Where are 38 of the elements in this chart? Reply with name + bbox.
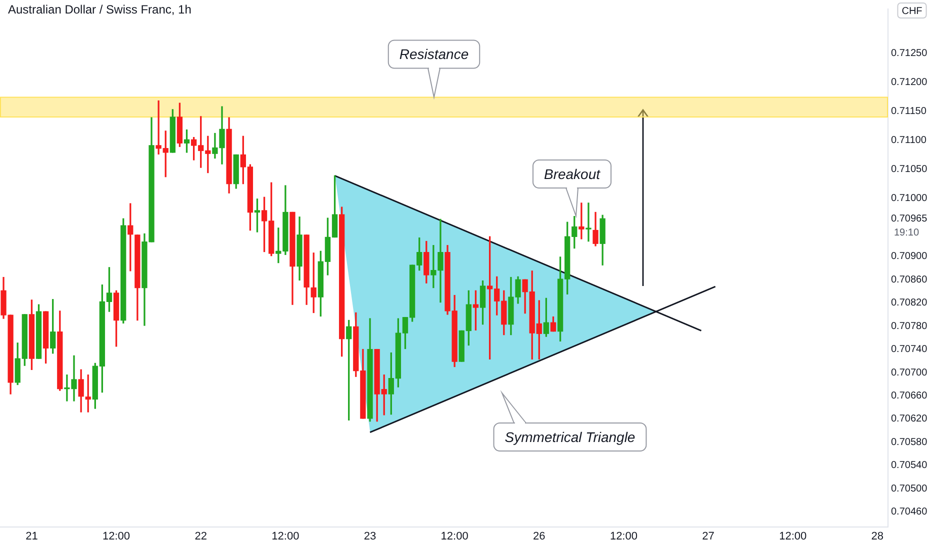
y-tick-label: 0.70965 bbox=[891, 213, 928, 224]
y-tick-label: 0.70900 bbox=[891, 251, 928, 262]
candlestick bbox=[578, 202, 584, 240]
y-tick-label: 0.70820 bbox=[891, 298, 928, 309]
chart-title: Australian Dollar / Swiss Franc, 1h bbox=[8, 2, 192, 16]
y-tick-label: 0.70660 bbox=[891, 390, 928, 402]
y-tick-label: 0.70780 bbox=[891, 320, 928, 332]
y-tick-label: 0.70500 bbox=[891, 483, 928, 494]
y-tick-label: 0.70860 bbox=[891, 274, 928, 286]
y-tick-label: 0.71250 bbox=[891, 48, 928, 59]
x-tick-label: 26 bbox=[533, 530, 546, 543]
y-tick-label: 0.70460 bbox=[891, 506, 928, 518]
x-tick-label: 28 bbox=[871, 530, 884, 543]
annotation: Breakout bbox=[544, 166, 602, 182]
y-tick-label: 0.71200 bbox=[891, 76, 928, 88]
y-tick-label: 0.70620 bbox=[891, 414, 928, 425]
x-tick-label: 21 bbox=[26, 530, 38, 543]
x-tick-label: 12:00 bbox=[272, 530, 300, 543]
y-tick-label: 0.71150 bbox=[891, 106, 927, 117]
y-axis-title: CHF bbox=[902, 6, 922, 17]
band-label: Resistance bbox=[399, 46, 469, 62]
y-tick-label: 0.71000 bbox=[891, 193, 928, 204]
x-tick-label: 12:00 bbox=[102, 530, 130, 543]
x-tick-label: 12:00 bbox=[610, 530, 638, 543]
x-tick-label: 12:00 bbox=[779, 530, 807, 543]
annotation: Symmetrical Triangle bbox=[504, 428, 636, 445]
y-tick-label: 0.70540 bbox=[891, 460, 928, 472]
y-tick-label: 0.71050 bbox=[891, 164, 928, 176]
x-tick-label: 23 bbox=[364, 530, 376, 543]
x-tick-label: 12:00 bbox=[440, 530, 468, 543]
y-tick-label: 0.70700 bbox=[891, 367, 928, 378]
y-tick-label: 0.70740 bbox=[891, 344, 928, 356]
y-tick-label: 0.70580 bbox=[891, 436, 928, 448]
x-tick-label: 27 bbox=[702, 530, 714, 543]
text: 19:10 bbox=[894, 227, 920, 238]
y-tick-label: 0.71100 bbox=[891, 134, 927, 146]
x-tick-label: 22 bbox=[194, 530, 207, 543]
candlestick bbox=[586, 202, 592, 242]
